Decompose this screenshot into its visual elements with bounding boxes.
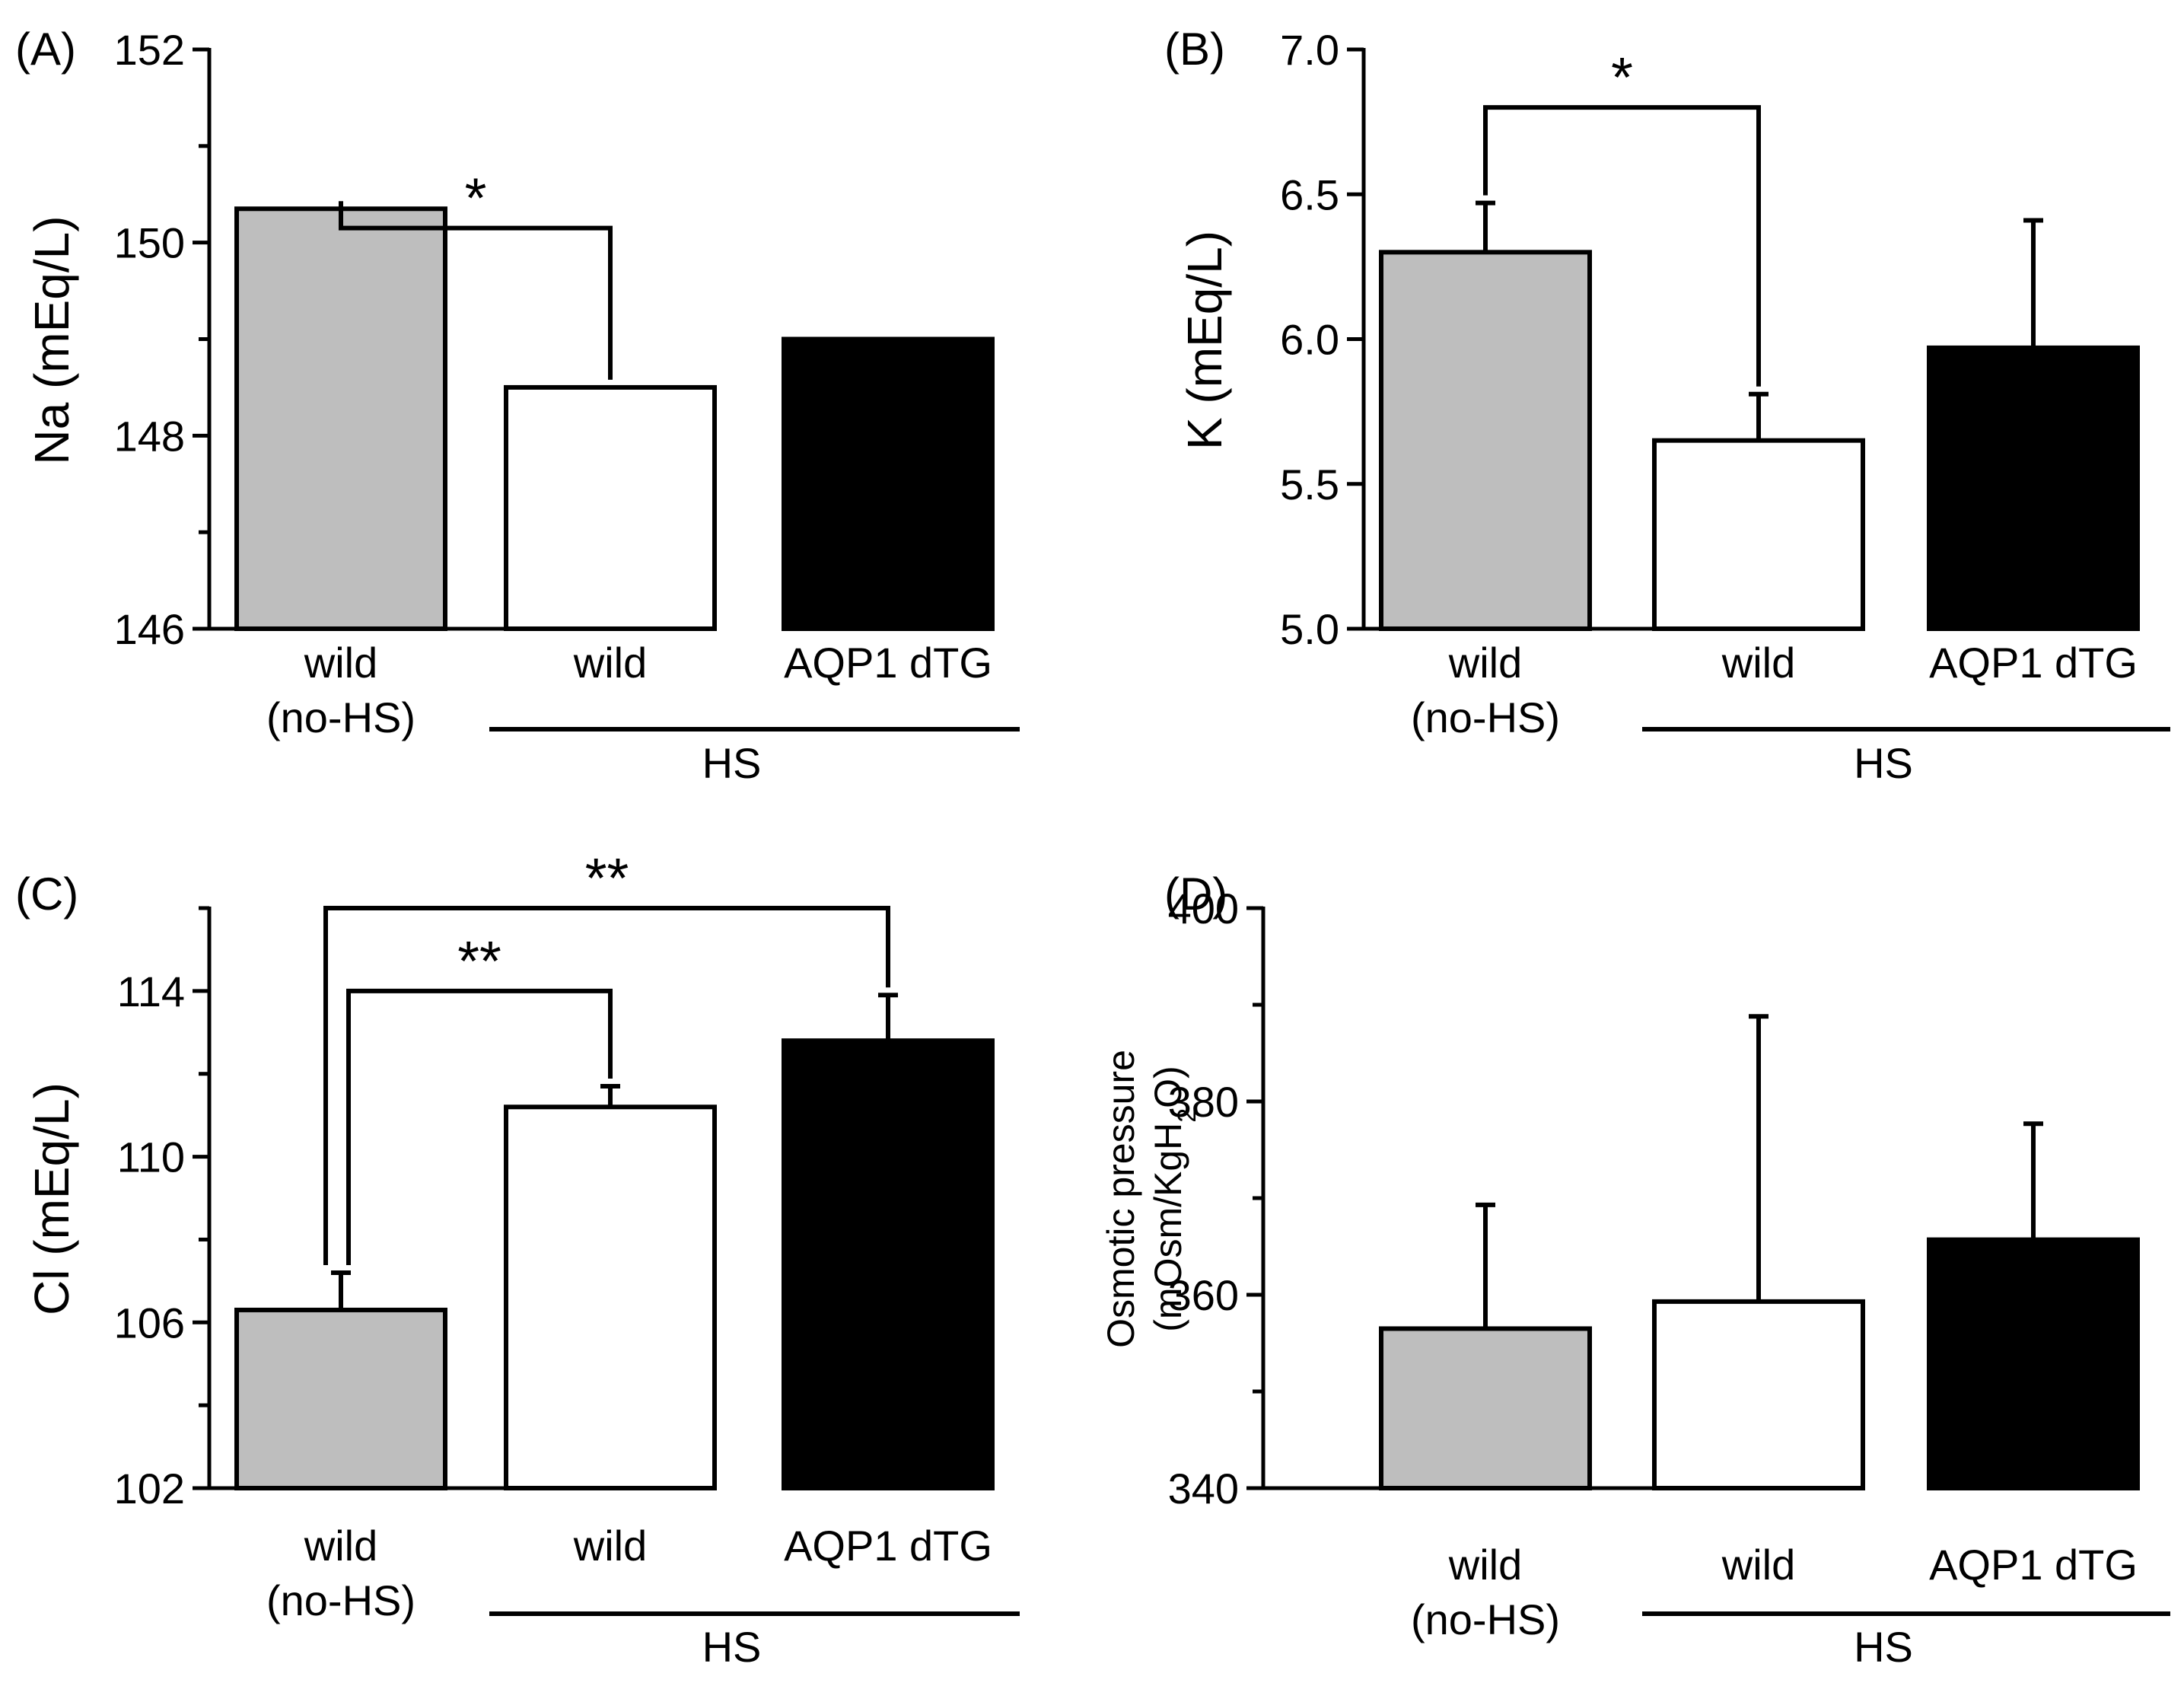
- y-tick-label: 5.0: [1280, 605, 1339, 653]
- y-tick-label: 114: [117, 967, 185, 1015]
- category-label: wild: [573, 639, 647, 687]
- significance-label: *: [465, 167, 487, 230]
- category-label: wild: [1448, 639, 1522, 687]
- y-tick-label: 110: [117, 1133, 185, 1181]
- significance-label: **: [585, 846, 629, 910]
- y-tick-label: 6.5: [1280, 171, 1339, 218]
- panel-d: (D) Osmotic pressure (mOsm/KgH2O) 340 360 380…: [1100, 869, 2170, 1671]
- y-tick-label: 152: [114, 26, 185, 74]
- panel-label: (D): [1164, 869, 1227, 920]
- bar: [234, 1307, 447, 1491]
- group-label: HS: [702, 1623, 762, 1671]
- y-tick-label: 6.0: [1280, 316, 1339, 364]
- y-tick-label: 106: [114, 1299, 185, 1347]
- category-label: (no-HS): [1411, 693, 1560, 741]
- category-label: wild: [304, 1522, 377, 1570]
- y-axis-label: K (mEq/L): [1177, 231, 1232, 450]
- y-tick-label: 102: [114, 1465, 185, 1512]
- category-label: wild: [573, 1522, 647, 1570]
- significance-bracket: [323, 906, 890, 1265]
- y-tick-label: 150: [114, 219, 185, 267]
- panel-label: (A): [15, 24, 76, 75]
- significance-label: **: [457, 929, 501, 993]
- bar: [1379, 250, 1592, 631]
- bar: [1379, 1326, 1592, 1490]
- category-label: wild: [1721, 1541, 1795, 1589]
- y-tick-label: 400: [1168, 885, 1239, 932]
- bar: [782, 1038, 995, 1490]
- panel-label: (B): [1164, 24, 1225, 75]
- category-label: wild: [1721, 639, 1795, 687]
- category-label: AQP1 dTG: [1929, 1541, 2138, 1589]
- bar: [782, 336, 995, 631]
- bar: [1927, 1237, 2140, 1490]
- category-label: (no-HS): [1411, 1595, 1560, 1643]
- panel-label: (C): [15, 869, 78, 920]
- y-tick-label: 360: [1168, 1271, 1239, 1319]
- panel-a: (A) Na (mEq/L) 146 148 150 152 wild (no-HS) wild…: [15, 24, 1020, 787]
- y-tick-label: 146: [114, 605, 185, 653]
- bar: [1927, 345, 2140, 631]
- category-label: wild: [304, 639, 377, 687]
- bar: [504, 384, 717, 631]
- y-tick-label: 5.5: [1280, 461, 1339, 508]
- y-axis-label: Osmotic pressure: [1100, 1050, 1142, 1348]
- category-label: AQP1 dTG: [784, 639, 992, 687]
- significance-label: *: [1611, 46, 1633, 109]
- significance-bracket: [1483, 105, 1761, 387]
- y-tick-label: 380: [1168, 1078, 1239, 1126]
- group-label: HS: [1854, 739, 1913, 787]
- bar: [1652, 438, 1865, 631]
- y-axis-label: Cl (mEq/L): [24, 1082, 79, 1315]
- group-label: HS: [702, 739, 762, 787]
- group-label: HS: [1854, 1623, 1913, 1671]
- panel-c: (C) Cl (mEq/L) 102 106 110 114 wild (no-HS) wild…: [15, 846, 1020, 1671]
- panel-b: (B) K (mEq/L) 5.0 5.5 6.0 6.5 7.0 wild (no-HS) wi…: [1164, 24, 2170, 787]
- bar: [234, 206, 447, 631]
- bar: [504, 1104, 717, 1491]
- y-axis-unit-label: (mOsm/KgH2O): [1147, 1066, 1202, 1331]
- significance-bracket: [346, 988, 613, 1265]
- significance-bracket: [339, 201, 613, 380]
- y-tick-label: 7.0: [1280, 26, 1339, 74]
- category-label: (no-HS): [266, 1576, 415, 1624]
- category-label: (no-HS): [266, 693, 415, 741]
- category-label: wild: [1448, 1541, 1522, 1589]
- category-label: AQP1 dTG: [1929, 639, 2138, 687]
- bar: [1652, 1299, 1865, 1491]
- y-axis-label: Na (mEq/L): [24, 215, 79, 464]
- category-label: AQP1 dTG: [784, 1522, 992, 1570]
- y-tick-label: 340: [1168, 1465, 1239, 1512]
- y-tick-label: 148: [114, 412, 185, 460]
